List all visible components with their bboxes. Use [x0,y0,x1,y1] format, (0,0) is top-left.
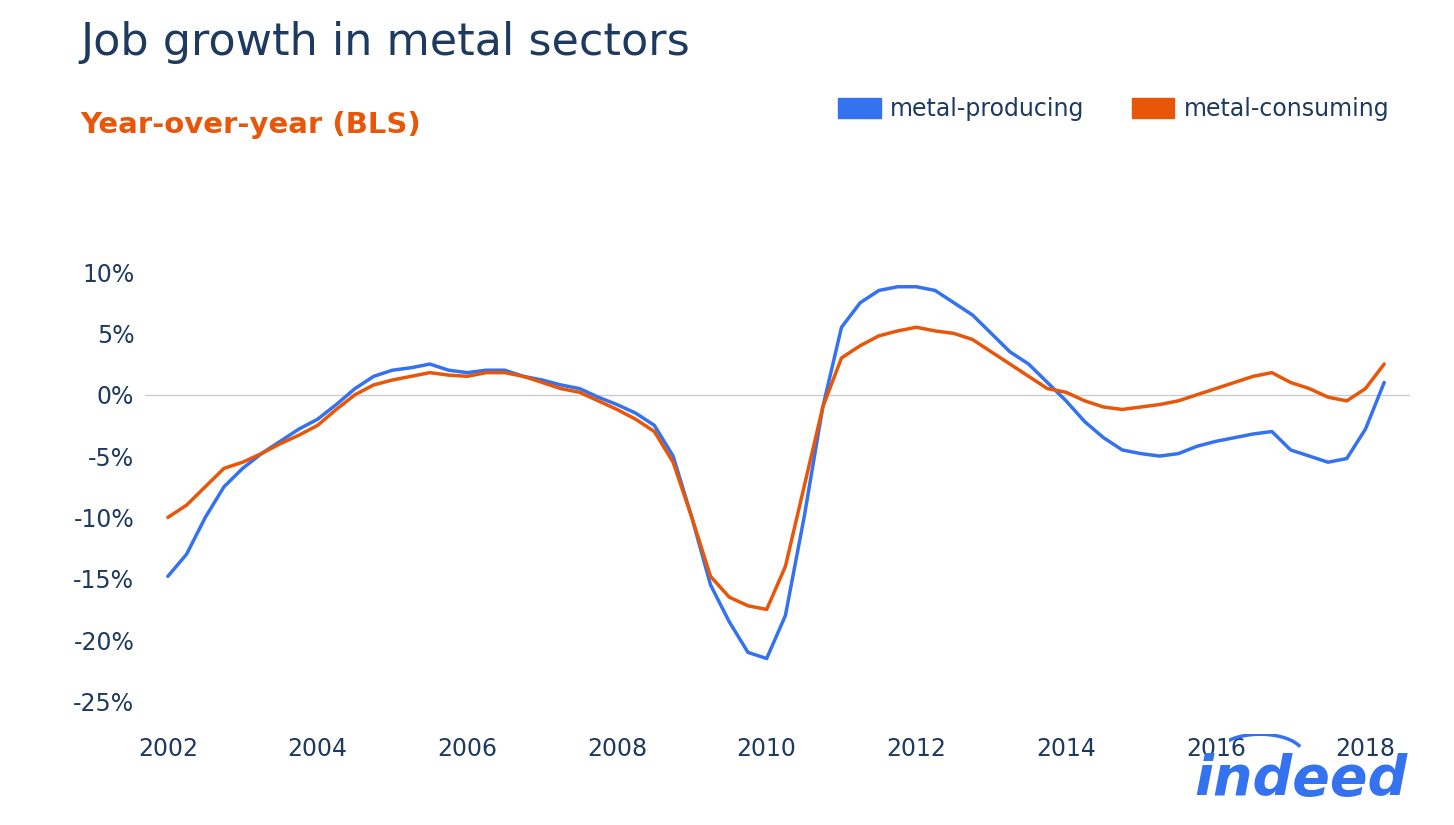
Legend: metal-producing, metal-consuming: metal-producing, metal-consuming [829,87,1399,130]
Text: Job growth in metal sectors: Job growth in metal sectors [80,21,689,64]
Text: indeed: indeed [1195,752,1407,807]
Text: Year-over-year (BLS): Year-over-year (BLS) [80,111,420,139]
